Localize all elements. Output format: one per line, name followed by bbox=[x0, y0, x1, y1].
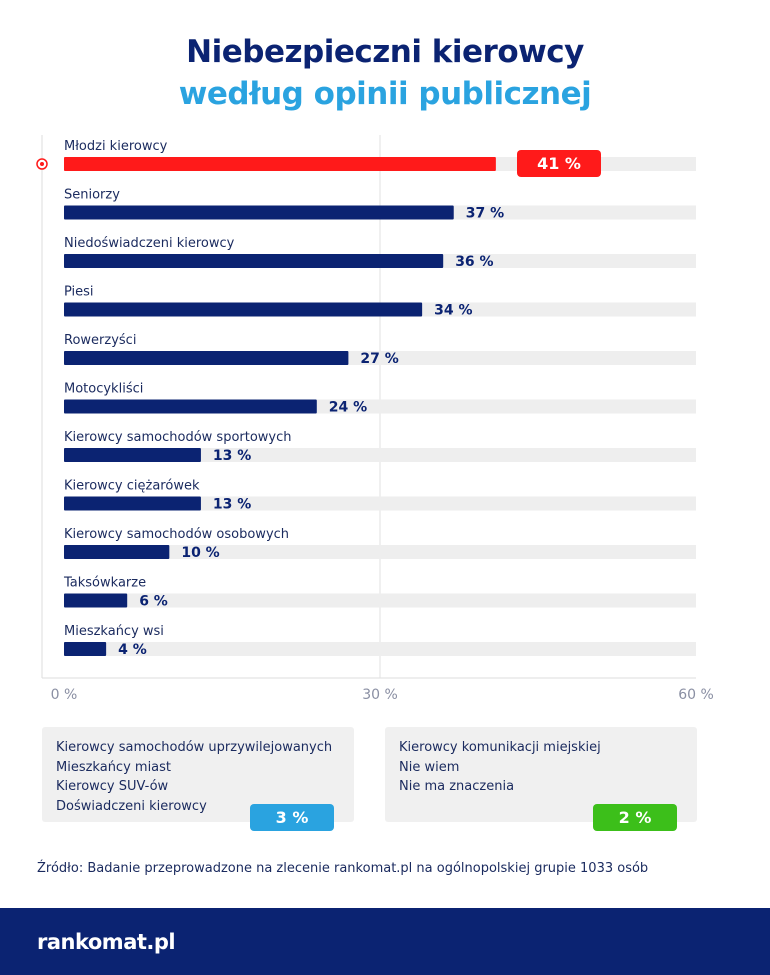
bar bbox=[64, 448, 201, 462]
group-value-badge: 2 % bbox=[593, 804, 677, 831]
x-tick-label: 0 % bbox=[51, 687, 78, 703]
category-label: Motocykliści bbox=[64, 382, 143, 397]
value-label: 4 % bbox=[118, 642, 147, 658]
category-label: Kierowcy samochodów osobowych bbox=[64, 527, 289, 542]
bar-track bbox=[64, 496, 696, 511]
category-label: Rowerzyści bbox=[64, 333, 136, 348]
value-label: 6 % bbox=[139, 594, 168, 610]
value-label: 37 % bbox=[466, 206, 504, 222]
value-label: 13 % bbox=[213, 497, 251, 513]
bar bbox=[64, 157, 496, 171]
group-item: Nie ma znaczenia bbox=[399, 779, 515, 794]
title-line-2: według opinii publicznej bbox=[178, 76, 592, 112]
value-label: 41 % bbox=[537, 154, 581, 173]
bar-track bbox=[64, 642, 696, 656]
category-label: Taksówkarze bbox=[63, 576, 146, 591]
bar-track bbox=[64, 545, 696, 559]
category-label: Młodzi kierowcy bbox=[64, 139, 168, 154]
group-box-3: Kierowcy samochodów uprzywilejowanych Mie… bbox=[42, 727, 354, 831]
bar bbox=[64, 254, 444, 268]
group-item: Kierowcy SUV-ów bbox=[56, 779, 169, 794]
footer: rankomat.pl bbox=[0, 908, 770, 975]
bar bbox=[64, 399, 317, 414]
x-tick-label: 30 % bbox=[362, 687, 398, 703]
value-label: 36 % bbox=[455, 254, 493, 270]
value-label: 13 % bbox=[213, 448, 251, 464]
x-tick-label: 60 % bbox=[678, 687, 714, 703]
group-item: Kierowcy komunikacji miejskiej bbox=[399, 740, 601, 755]
group-item: Kierowcy samochodów uprzywilejowanych bbox=[56, 740, 333, 755]
rankomat-logo[interactable]: rankomat.pl bbox=[37, 930, 176, 954]
group-box-2: Kierowcy komunikacji miejskiej Nie wiem Ni… bbox=[385, 727, 697, 831]
source-note: Źródło: Badanie przeprowadzone na zlecen… bbox=[37, 861, 649, 876]
bar bbox=[64, 205, 454, 220]
bar bbox=[64, 545, 170, 559]
highlight-value-badge bbox=[517, 150, 601, 177]
category-label: Piesi bbox=[64, 285, 94, 300]
group-value-badge: 3 % bbox=[250, 804, 334, 831]
highlight-marker-dot bbox=[40, 162, 44, 166]
value-label: 34 % bbox=[434, 303, 472, 319]
category-label: Seniorzy bbox=[64, 188, 120, 203]
bar-track bbox=[64, 448, 696, 462]
bar-chart: 0 % 30 % 60 % Młodzi kierowcy 41 % Seniorzy 37… bbox=[36, 135, 714, 703]
bar bbox=[64, 302, 423, 317]
bar bbox=[64, 496, 201, 511]
bar bbox=[64, 642, 107, 656]
group-item: Mieszkańcy miast bbox=[56, 759, 172, 775]
bar-track bbox=[64, 593, 696, 608]
title-line-1: Niebezpieczni kierowcy bbox=[186, 34, 584, 70]
group-item: Doświadczeni kierowcy bbox=[56, 798, 207, 814]
bar bbox=[64, 593, 128, 608]
category-label: Kierowcy ciężarówek bbox=[64, 479, 200, 494]
value-label: 10 % bbox=[181, 545, 219, 561]
value-label: 24 % bbox=[329, 400, 367, 416]
value-label: 27 % bbox=[360, 351, 398, 367]
category-label: Niedoświadczeni kierowcy bbox=[64, 236, 235, 251]
group-item: Nie wiem bbox=[399, 759, 460, 775]
category-label: Mieszkańcy wsi bbox=[64, 624, 164, 639]
bar bbox=[64, 351, 349, 365]
category-label: Kierowcy samochodów sportowych bbox=[64, 430, 292, 445]
